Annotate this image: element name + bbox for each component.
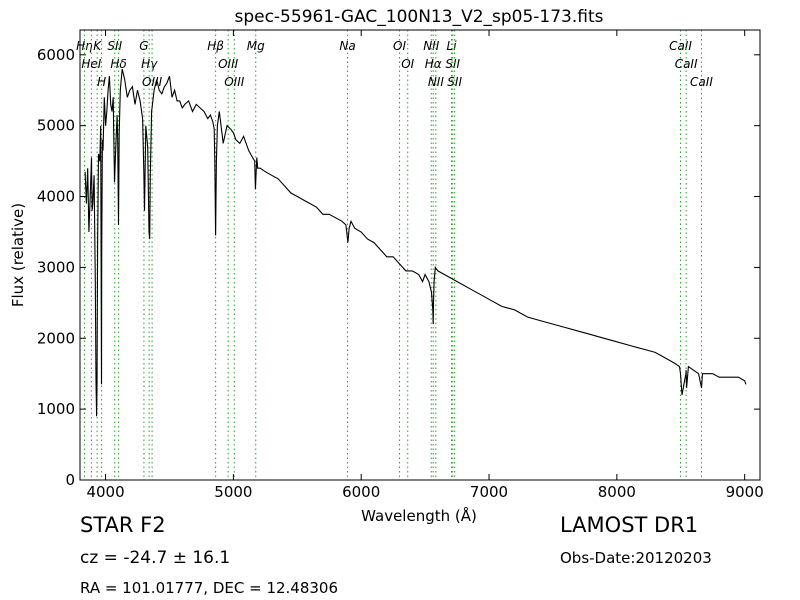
line-marker-label: K (93, 39, 102, 53)
line-marker-label: SII (447, 75, 462, 89)
x-tick-label: 5000 (214, 483, 252, 501)
survey-name: LAMOST DR1 (560, 513, 699, 537)
chart-title: spec-55961-GAC_100N13_V2_sp05-173.fits (234, 7, 603, 27)
line-marker-label: Hβ (207, 39, 224, 53)
x-axis-label: Wavelength (Å) (361, 506, 477, 525)
line-marker-label: SII (107, 39, 122, 53)
y-tick-label: 5000 (37, 117, 75, 135)
line-marker-label: Hα (425, 57, 442, 71)
y-tick-label: 0 (65, 471, 75, 489)
x-tick-label: 9000 (726, 483, 764, 501)
line-marker-label: H (97, 75, 106, 89)
line-marker-label: OIII (218, 57, 239, 71)
axis-ticks: 4000 5000 6000 7000 8000 9000 0 1000 2000 3000 400… (37, 30, 764, 501)
line-marker-label: SII (445, 57, 460, 71)
x-tick-label: 6000 (342, 483, 380, 501)
y-tick-label: 1000 (37, 400, 75, 418)
line-marker-label: NII (423, 39, 440, 53)
object-class: STAR F2 (80, 513, 166, 537)
line-marker-label: Li (447, 39, 458, 53)
line-marker-label: OI (401, 57, 414, 71)
line-marker-label: G (139, 39, 148, 53)
y-tick-label: 3000 (37, 258, 75, 276)
line-marker-label: CaII (690, 75, 713, 89)
x-tick-label: 7000 (470, 483, 508, 501)
spectral-line-markers: Hη HeI K H SII Hδ G Hγ OIII Hβ OIII OIII Mg Na OI OI NII… (76, 30, 713, 480)
line-marker-label: Na (339, 39, 355, 53)
line-marker-label: Hγ (141, 57, 158, 71)
y-tick-label: 2000 (37, 329, 75, 347)
x-tick-label: 4000 (86, 483, 124, 501)
line-marker-label: NII (428, 75, 445, 89)
y-axis-label: Flux (relative) (9, 203, 27, 307)
observation-date: Obs-Date:20120203 (560, 549, 712, 567)
redshift-value: cz = -24.7 ± 16.1 (80, 548, 231, 568)
line-marker-label: Hδ (110, 57, 126, 71)
line-marker-label: OIII (142, 75, 163, 89)
line-marker-label: CaII (675, 57, 698, 71)
y-tick-label: 4000 (37, 188, 75, 206)
x-tick-label: 8000 (598, 483, 636, 501)
line-marker-label: CaII (669, 39, 692, 53)
y-tick-label: 6000 (37, 46, 75, 64)
line-marker-label: Hη (76, 39, 93, 53)
line-marker-label: Mg (247, 39, 265, 53)
plot-frame (79, 29, 761, 481)
line-marker-label: OIII (224, 75, 245, 89)
spectrum-line (84, 68, 747, 417)
line-marker-label: HeI (81, 57, 101, 71)
sky-coordinates: RA = 101.01777, DEC = 12.48306 (80, 579, 339, 597)
line-marker-label: OI (393, 39, 406, 53)
